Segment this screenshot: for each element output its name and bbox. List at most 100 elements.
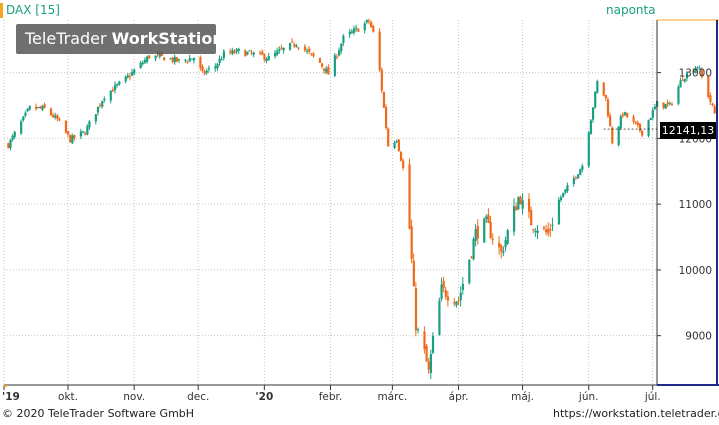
candle-body — [387, 128, 390, 147]
candle-body — [323, 68, 326, 71]
candle-body — [380, 69, 383, 91]
candle-body — [303, 46, 307, 51]
candle-body — [513, 206, 516, 232]
candle-body — [190, 58, 193, 60]
candle-body — [545, 229, 548, 233]
instrument-label[interactable]: DAX [15] — [6, 3, 60, 17]
candle-body — [282, 47, 285, 51]
candle-body — [412, 260, 415, 287]
candle-body — [636, 122, 639, 126]
candle-body — [340, 43, 343, 52]
candle-body — [707, 76, 710, 98]
candle-body — [408, 164, 411, 229]
x-tick-label: márc. — [377, 391, 407, 403]
candle-body — [220, 59, 223, 61]
candle-body — [222, 51, 226, 58]
candle-body — [638, 123, 642, 131]
candle-body — [521, 200, 524, 209]
x-tick-label: '20 — [255, 391, 273, 403]
candle-body — [103, 98, 106, 101]
candle-body — [416, 329, 420, 331]
candle-body — [56, 115, 59, 120]
candle-body — [606, 99, 610, 116]
period-label[interactable]: naponta — [606, 3, 656, 17]
candle-body — [711, 103, 714, 105]
candle-body — [566, 185, 569, 192]
candle-body — [139, 62, 142, 68]
candle-body — [662, 102, 665, 108]
candle-body — [26, 109, 29, 112]
candle-body — [24, 112, 27, 116]
candle-body — [498, 242, 501, 248]
candle-body — [199, 56, 202, 68]
candle-body — [423, 331, 426, 350]
watermark-brand: TeleTrader — [25, 29, 107, 48]
source-url[interactable]: https://workstation.teletrader.com/ — [553, 407, 719, 420]
candle-body — [158, 53, 161, 57]
candle-body — [530, 210, 533, 226]
candle-body — [696, 66, 699, 68]
candle-body — [13, 131, 16, 137]
candle-body — [171, 57, 174, 62]
candle-body — [133, 69, 136, 74]
candle-body — [506, 230, 509, 244]
candle-body — [577, 174, 580, 179]
candle-body — [470, 256, 473, 258]
candle-body — [609, 115, 612, 127]
candle-body — [384, 107, 388, 128]
candle-body — [318, 57, 322, 63]
candle-body — [487, 214, 490, 223]
candle-body — [564, 189, 567, 193]
candles — [7, 18, 716, 379]
candle-body — [131, 72, 134, 76]
candle-body — [96, 106, 100, 113]
candle-body — [312, 53, 315, 57]
candle-body — [632, 116, 635, 122]
candle-body — [517, 197, 520, 210]
candle-body — [81, 131, 85, 133]
candle-body — [489, 221, 492, 239]
candle-body — [532, 229, 535, 231]
candle-body — [355, 27, 358, 29]
candle-body — [414, 288, 418, 331]
candle-body — [500, 245, 503, 252]
candle-body — [352, 28, 356, 33]
candle-body — [709, 95, 712, 102]
candle-body — [67, 131, 70, 135]
candle-body — [73, 135, 76, 138]
candle-body — [126, 75, 129, 78]
candle-body — [28, 105, 31, 110]
candle-body — [611, 127, 614, 144]
axes — [3, 19, 719, 390]
copyright-text: © 2020 TeleTrader Software GmbH — [2, 407, 195, 420]
candle-body — [325, 68, 328, 73]
y-tick-label: 11000 — [679, 199, 712, 211]
candle-body — [551, 224, 554, 226]
candle-body — [378, 31, 381, 70]
candle-body — [79, 131, 83, 137]
candle-body — [619, 115, 622, 128]
candle-body — [64, 121, 68, 133]
candle-body — [54, 115, 57, 118]
candle-body — [472, 238, 475, 260]
candle-body — [201, 66, 204, 71]
candle-body — [562, 192, 565, 197]
candle-body — [214, 66, 217, 69]
candle-body — [591, 107, 595, 120]
candle-body — [43, 104, 46, 108]
candle-body — [399, 152, 403, 161]
candle-body — [536, 230, 539, 234]
candle-body — [596, 81, 599, 93]
candle-body — [670, 103, 674, 105]
candle-body — [587, 132, 590, 167]
candle-body — [461, 283, 465, 290]
candle-body — [259, 52, 262, 54]
candle-body — [425, 345, 428, 362]
candle-body — [457, 300, 460, 302]
candle-body — [348, 31, 351, 35]
x-tick-label: febr. — [319, 391, 343, 403]
candle-body — [357, 28, 360, 32]
candle-body — [459, 292, 462, 301]
